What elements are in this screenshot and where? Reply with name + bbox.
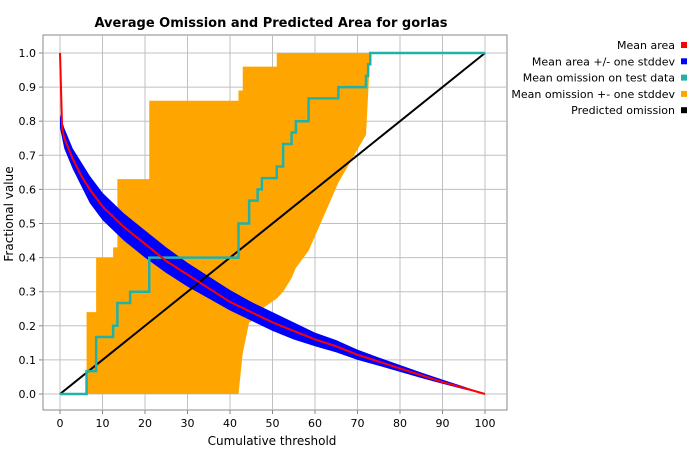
mean-area-line: [59, 52, 486, 395]
x-tick-label: 70: [351, 417, 365, 430]
x-tick-label: 0: [57, 417, 64, 430]
area-stddev-band: [60, 114, 485, 394]
y-tick-label: 0.2: [19, 320, 37, 333]
y-tick-label: 0.8: [19, 115, 37, 128]
y-tick-label: 0.9: [19, 81, 37, 94]
predicted-omission-line: [59, 52, 486, 395]
x-tick-label: 100: [475, 417, 496, 430]
y-tick-label: 1.0: [19, 47, 37, 60]
x-tick-label: 10: [96, 417, 110, 430]
legend-swatch: [681, 58, 687, 65]
legend: Mean area Mean area +/- one stddev Mean om…: [511, 39, 687, 117]
x-tick-label: 80: [393, 417, 407, 430]
legend-label: Mean area: [617, 39, 675, 52]
legend-swatch: [681, 107, 687, 114]
legend-swatch: [681, 90, 687, 97]
legend-label: Mean area +/- one stddev: [532, 55, 676, 68]
mean-omission-line: [60, 51, 485, 396]
y-axis-label: Fractional value: [2, 166, 16, 261]
x-axis-label: Cumulative threshold: [208, 434, 337, 448]
legend-label: Predicted omission: [571, 104, 675, 117]
x-tick-label: 30: [181, 417, 195, 430]
y-tick-label: 0.3: [19, 286, 37, 299]
x-tick-label: 20: [138, 417, 152, 430]
legend-label: Mean omission +- one stddev: [511, 88, 675, 101]
y-tick-label: 0.7: [19, 149, 37, 162]
chart-title: Average Omission and Predicted Area for …: [94, 16, 447, 31]
x-tick-label: 60: [308, 417, 322, 430]
plot-area: 0 10 20 30 40 50 60 70 80 90 100 0.0 0.1 0.2 0.3 0.4 0.5…: [19, 34, 508, 430]
x-tick-label: 90: [436, 417, 450, 430]
x-tick-label: 40: [223, 417, 237, 430]
x-tick-label: 50: [266, 417, 280, 430]
legend-swatch: [681, 42, 687, 48]
legend-swatch: [681, 74, 687, 81]
y-tick-label: 0.5: [19, 218, 37, 231]
y-tick-label: 0.4: [19, 252, 37, 265]
y-tick-label: 0.6: [19, 183, 37, 196]
y-tick-label: 0.0: [19, 388, 37, 401]
y-tick-label: 0.1: [19, 354, 37, 367]
legend-label: Mean omission on test data: [523, 72, 675, 85]
